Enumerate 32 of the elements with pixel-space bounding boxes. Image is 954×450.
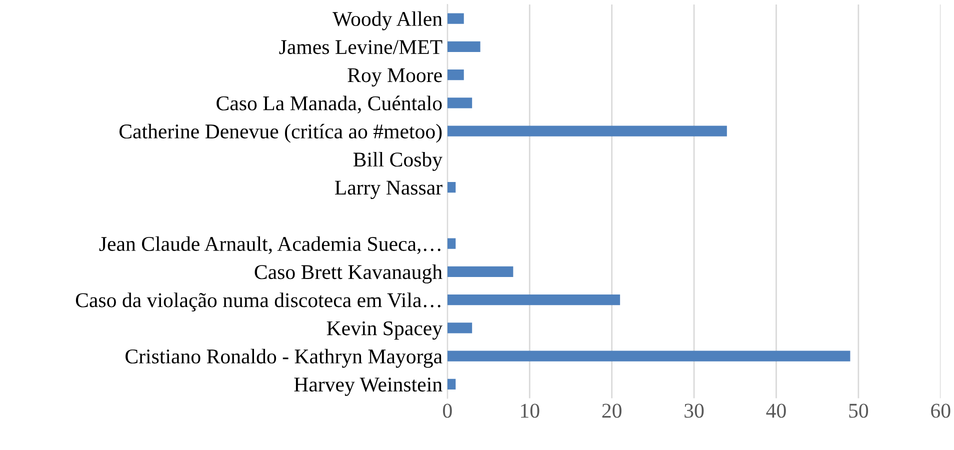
x-tick-label: 0 xyxy=(443,404,452,418)
bar xyxy=(447,238,456,249)
bar xyxy=(447,126,727,136)
y-tick-label: Harvey Weinstein xyxy=(294,378,442,396)
bar xyxy=(447,322,472,334)
bar xyxy=(447,13,464,24)
x-tick-label: 50 xyxy=(849,404,868,418)
bar xyxy=(447,266,514,278)
y-tick-label: Bill Cosby xyxy=(353,152,442,171)
bar xyxy=(447,350,850,362)
bar xyxy=(447,378,456,390)
x-tick-label: 60 xyxy=(931,404,950,418)
bar xyxy=(447,41,480,52)
y-tick-label: James Levine/MET xyxy=(279,40,442,54)
y-tick-label: Jean Claude Arnault, Academia Sueca,… xyxy=(99,236,440,254)
x-tick-label: 40 xyxy=(766,404,786,418)
x-tick-label: 30 xyxy=(684,404,704,418)
y-tick-label: Woody Allen xyxy=(332,11,442,30)
x-tick-label: 10 xyxy=(521,404,540,418)
y-tick-label: Catherine Denevue (critíca ao #metoo) xyxy=(119,124,442,143)
y-tick-label: Caso da violação numa discoteca em Vila… xyxy=(76,292,440,312)
y-tick-label: Cristiano Ronaldo - Kathryn Mayorga xyxy=(126,348,442,368)
bar xyxy=(447,98,472,108)
x-tick-label: 20 xyxy=(602,404,622,418)
y-tick-label: Larry Nassar xyxy=(334,180,442,200)
y-tick-label: Kevin Spacey xyxy=(326,321,442,340)
y-tick-label: Caso La Manada, Cuéntalo xyxy=(216,96,442,114)
y-tick-label: Roy Moore xyxy=(348,68,442,87)
bar xyxy=(447,182,456,193)
bar xyxy=(447,69,464,80)
bar xyxy=(447,294,620,306)
y-tick-label: Caso Brett Kavanaugh xyxy=(254,264,442,284)
